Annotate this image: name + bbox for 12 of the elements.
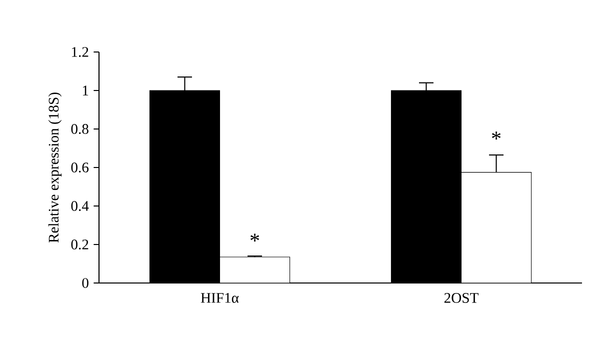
y-tick-label: 0.4 [71,201,89,211]
y-tick-label: 0 [82,278,88,288]
y-tick-label: 0.2 [71,240,88,250]
annotation: * [492,132,501,140]
x-tick-label: HIF1α [200,293,239,303]
y-tick-label: 0.6 [71,162,89,172]
annotation: * [250,234,260,242]
y-tick-label: 0.8 [71,124,88,134]
x-tick-label: 2OST [444,293,478,303]
y-axis-title: Relative expression (18S) [48,92,62,243]
y-tick-label: 1.2 [72,47,88,57]
y-tick-label: 1 [82,86,88,96]
